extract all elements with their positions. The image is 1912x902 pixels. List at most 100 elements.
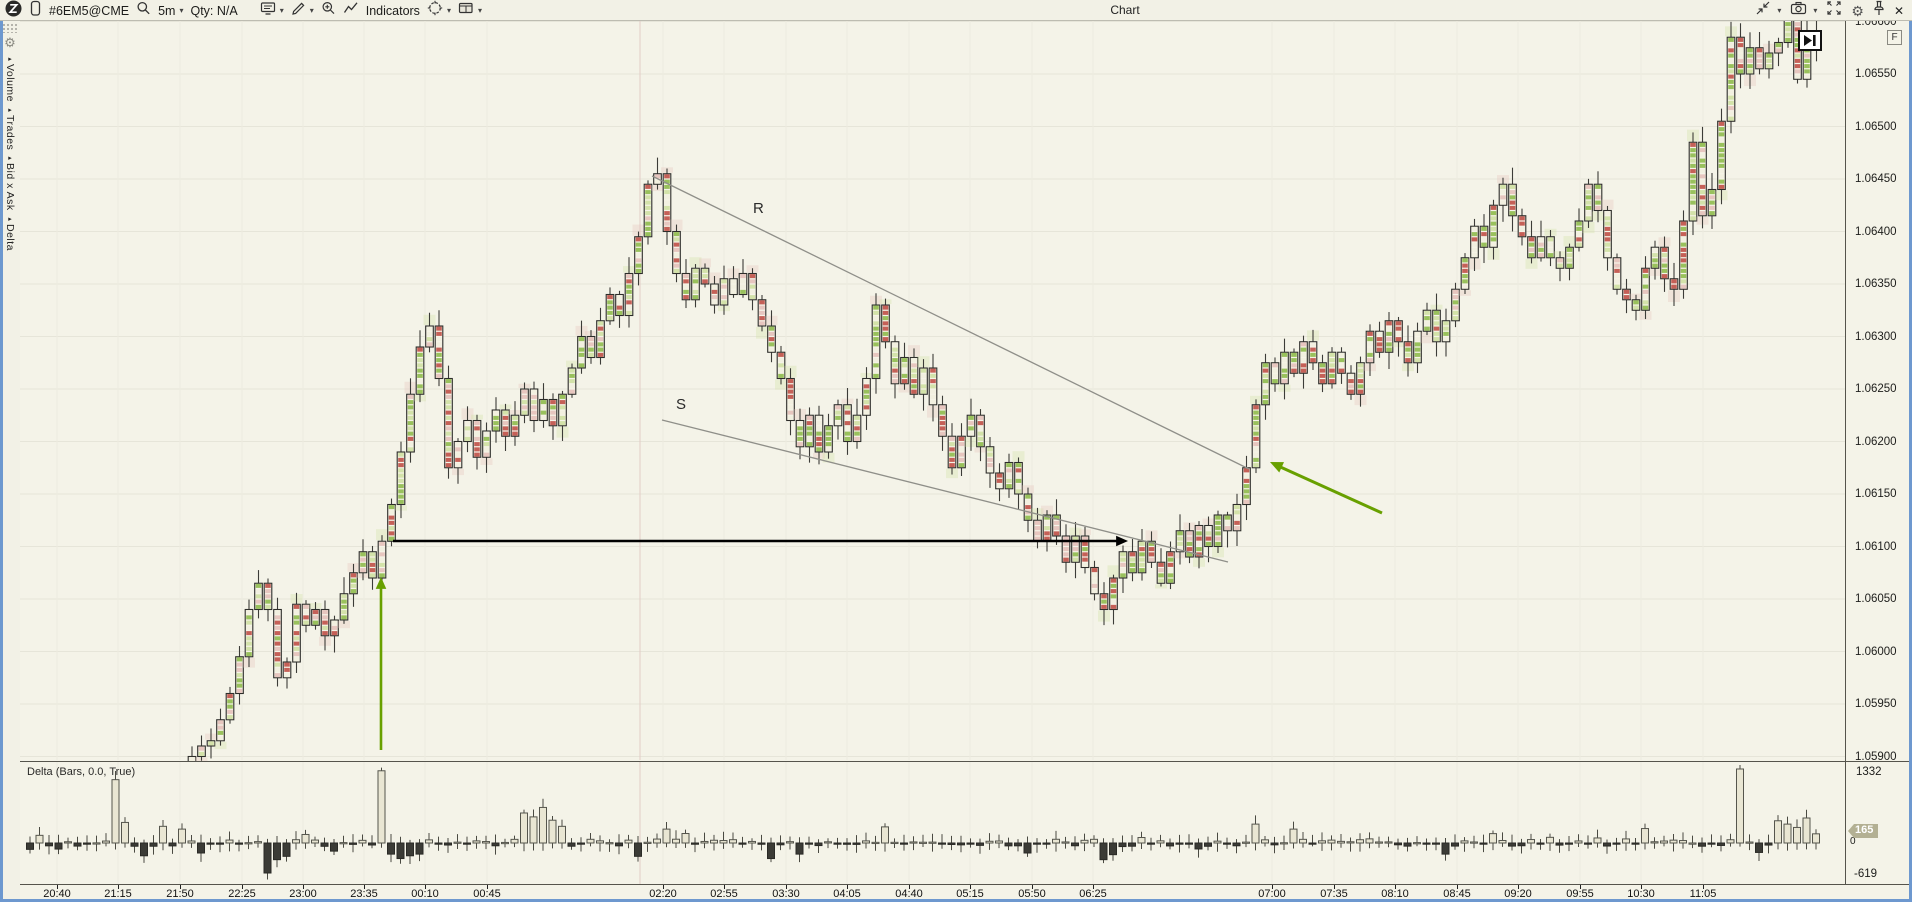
candle-cell	[521, 400, 528, 405]
price-axis-separator[interactable]	[1845, 21, 1846, 884]
crosshair-caret-icon[interactable]: ▾	[446, 6, 451, 15]
goto-latest-button[interactable]	[1798, 30, 1822, 51]
candle-cell	[1300, 352, 1307, 357]
candle	[1232, 493, 1242, 547]
volume-halo	[699, 258, 711, 268]
candle	[1250, 395, 1262, 474]
delta-bar-body	[510, 838, 519, 844]
candle-cell	[1291, 363, 1297, 368]
candle-cell	[417, 373, 423, 378]
candle-cell	[1253, 421, 1259, 426]
delta-bar	[843, 838, 851, 851]
candle-cell	[654, 174, 661, 179]
search-icon[interactable]	[136, 1, 151, 21]
display-caret-icon[interactable]: ▾	[279, 6, 284, 15]
pin-icon[interactable]	[1873, 0, 1885, 21]
candle-cell	[1642, 268, 1649, 273]
drag-handle-icon[interactable]	[2, 23, 18, 33]
candle-cell	[379, 557, 385, 562]
expand-icon[interactable]	[1826, 0, 1842, 21]
collapse-icon[interactable]	[1755, 0, 1771, 21]
candle-cell	[1215, 531, 1221, 536]
timeframe-selector[interactable]: 5m	[158, 3, 176, 18]
camera-icon[interactable]	[1790, 1, 1807, 20]
candle-cell	[550, 400, 556, 405]
candle-cell	[1775, 48, 1782, 53]
main-chart[interactable]: RS	[20, 21, 1845, 761]
candle-cell	[1794, 53, 1801, 58]
candle-cell	[816, 442, 822, 447]
sidebar-item-delta[interactable]: ▸ Delta	[0, 215, 20, 251]
crosshair-icon[interactable]	[427, 0, 443, 21]
delta-bar-body	[691, 842, 699, 845]
price-tick-label: 1.06050	[1855, 593, 1897, 605]
zoom-in-icon[interactable]	[321, 1, 336, 21]
camera-caret-icon[interactable]: ▾	[1813, 6, 1818, 15]
candle-cell	[1215, 541, 1221, 546]
delta-bar	[339, 835, 348, 848]
candle-cell	[1348, 373, 1354, 378]
f-flag-button[interactable]: F	[1887, 30, 1902, 45]
candle-body	[1403, 341, 1413, 364]
gear-icon[interactable]: ⚙	[1851, 2, 1864, 19]
display-icon[interactable]	[260, 1, 276, 21]
candle-cell	[1576, 221, 1582, 226]
candle-cell	[293, 646, 300, 651]
sidebar-item-bid-x-ask[interactable]: ▸ Bid x Ask	[0, 154, 20, 211]
time-axis[interactable]: 20:40 21:15 21:50 22:25 23:00 23:35 00:10 00:45…	[20, 885, 1845, 902]
support-trendline[interactable]	[661, 419, 1229, 563]
app-logo[interactable]	[5, 0, 22, 22]
sidebar-item-trades[interactable]: ▸ Trades	[0, 106, 20, 150]
candle-cell	[1718, 153, 1725, 158]
candle	[1517, 208, 1527, 246]
candle-cell	[1139, 541, 1145, 546]
panel-separator[interactable]	[20, 761, 1912, 762]
candle-cell	[569, 368, 575, 373]
candle-cell	[1234, 510, 1240, 515]
collapse-caret-icon[interactable]: ▾	[1777, 6, 1782, 15]
panels-caret-icon[interactable]: ▾	[477, 6, 482, 15]
sidebar-gear-icon[interactable]: ⚙	[4, 35, 16, 50]
candle-cell	[1329, 363, 1335, 368]
delta-bar-body	[843, 842, 851, 845]
candle-cell	[1386, 321, 1392, 326]
panels-icon[interactable]	[458, 1, 474, 20]
close-icon[interactable]: ✕	[1893, 3, 1904, 18]
candle-cell	[312, 610, 319, 615]
candle	[1202, 516, 1215, 563]
candle-cell	[1709, 200, 1715, 205]
timeframe-caret-icon[interactable]: ▾	[179, 6, 184, 15]
delta-panel-chart[interactable]	[20, 762, 1845, 884]
delta-axis[interactable]: 1332 0 -619 165	[1846, 762, 1912, 884]
candle-cell	[1224, 526, 1231, 531]
candle-cell	[1490, 221, 1497, 226]
indicators-icon[interactable]	[343, 1, 359, 20]
delta-bar-body	[197, 842, 205, 854]
sidebar-item-volume[interactable]: ▸ Volume	[0, 55, 20, 102]
symbol-label[interactable]: #6EM5@CME	[49, 3, 130, 18]
candle-cell	[854, 431, 860, 436]
candle	[670, 219, 683, 283]
time-tick	[847, 885, 848, 889]
pencil-icon[interactable]	[291, 1, 306, 21]
candle-cell	[1433, 326, 1440, 331]
link-slot-icon[interactable]	[29, 0, 42, 22]
candle-cell	[1357, 384, 1364, 389]
diagonal-arrow-line[interactable]	[1275, 463, 1383, 515]
candle-cell	[1034, 520, 1041, 525]
delta-bar	[472, 835, 481, 849]
delta-bar	[130, 837, 139, 853]
time-tick-label: 23:00	[289, 888, 317, 900]
resistance-trendline[interactable]	[651, 175, 1250, 470]
candle-cell	[246, 631, 252, 636]
indicators-button[interactable]: Indicators	[365, 3, 420, 18]
pencil-caret-icon[interactable]: ▾	[309, 6, 314, 15]
qty-label[interactable]: Qty: N/A	[190, 3, 238, 18]
candle-body	[624, 272, 634, 317]
candle-cell	[626, 279, 632, 284]
candle	[1107, 565, 1120, 625]
time-tick-label: 08:45	[1443, 888, 1471, 900]
price-axis[interactable]: 1.06600 1.06550 1.06500 1.06450 1.06400 1.063…	[1846, 21, 1912, 761]
candle	[1525, 220, 1538, 269]
